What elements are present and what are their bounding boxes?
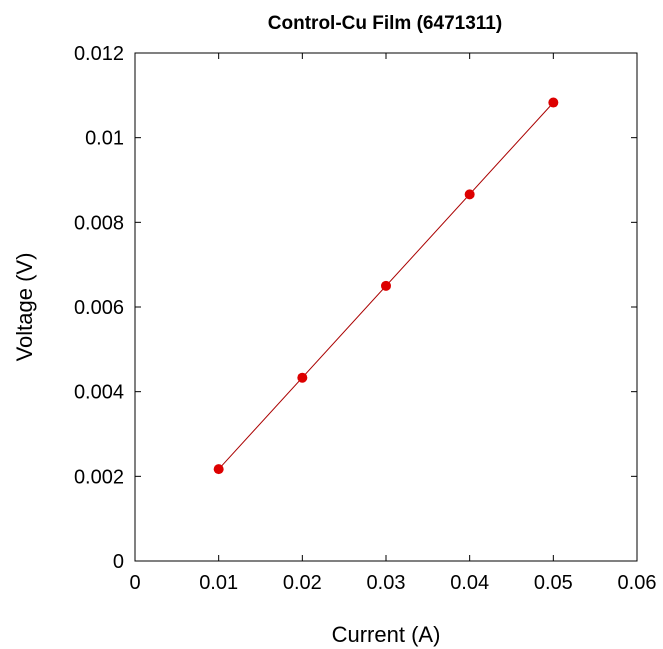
y-tick-label: 0.002	[74, 466, 124, 488]
x-tick-label: 0.02	[283, 572, 322, 594]
y-tick-label: 0.004	[74, 382, 124, 404]
x-tick-label: 0.03	[367, 572, 406, 594]
x-tick-label: 0.01	[199, 572, 238, 594]
data-point	[548, 97, 559, 108]
x-tick-labels: 0 0.01 0.02 0.03 0.04 0.05 0.06	[129, 572, 656, 594]
plot-area-frame	[134, 52, 638, 562]
tick-marks	[134, 52, 638, 562]
x-axis-label: Current (A)	[332, 622, 441, 647]
x-tick-label: 0.05	[534, 572, 573, 594]
chart-title: Control-Cu Film (6471311)	[268, 13, 502, 34]
y-axis-label: Voltage (V)	[12, 253, 37, 362]
series-layer	[213, 97, 559, 475]
y-tick-labels: 0 0.002 0.004 0.006 0.008 0.01 0.012	[74, 43, 124, 573]
x-tick-label: 0.04	[450, 572, 489, 594]
y-tick-label: 0	[113, 551, 124, 573]
y-tick-label: 0.01	[85, 128, 124, 150]
y-tick-label: 0.006	[74, 297, 124, 319]
data-point	[464, 189, 475, 200]
data-point	[381, 280, 391, 291]
data-point	[297, 372, 308, 383]
y-tick-label: 0.008	[74, 212, 124, 234]
x-tick-label: 0	[129, 572, 140, 594]
y-tick-label: 0.012	[74, 43, 124, 65]
data-point	[213, 464, 224, 475]
x-tick-label: 0.06	[618, 572, 657, 594]
